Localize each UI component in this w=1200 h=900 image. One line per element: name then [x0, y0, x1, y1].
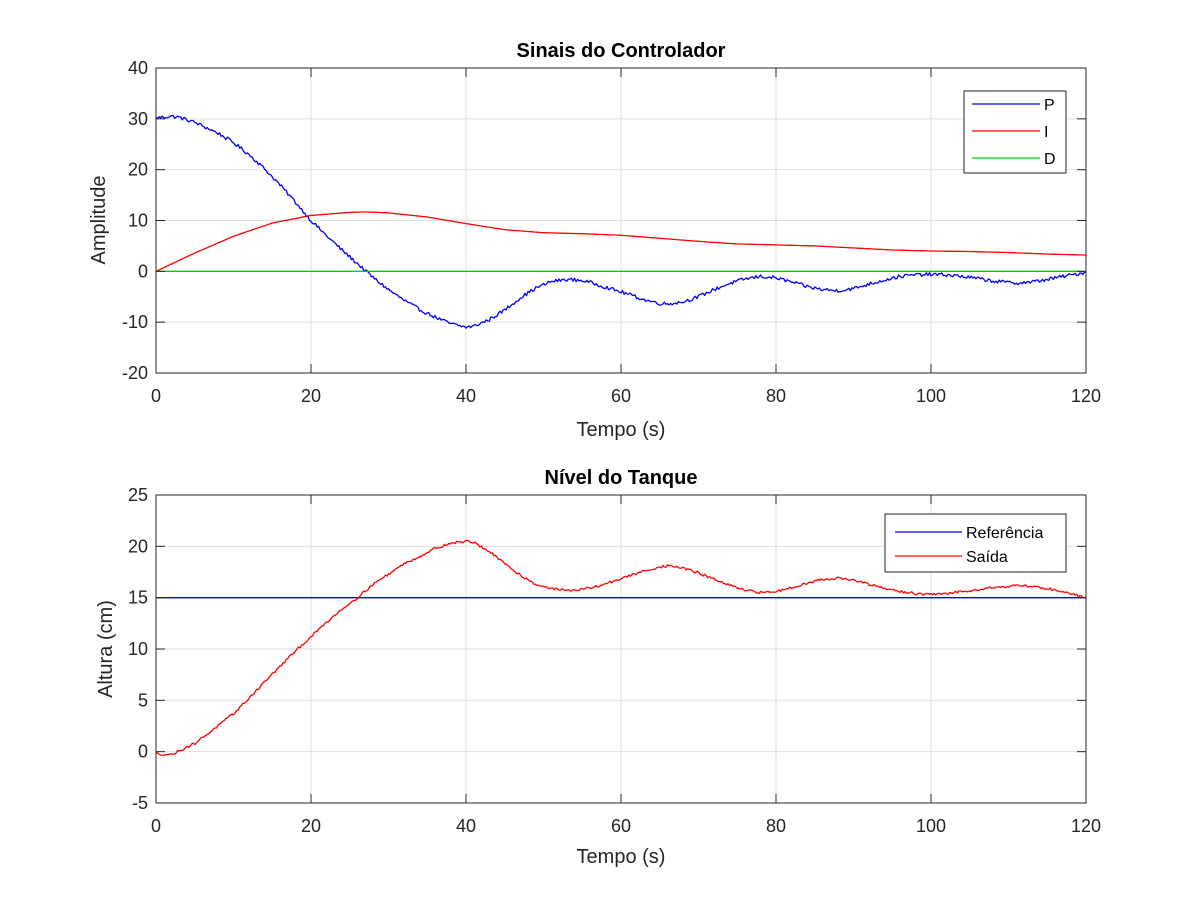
chart-title: Sinais do Controlador: [517, 40, 726, 62]
y-tick-label: 30: [128, 109, 148, 129]
y-tick-label: 15: [128, 588, 148, 608]
legend-label: D: [1044, 151, 1056, 168]
controller-signals-plot: 0 20 40 60 80 100 120 -20 -10 0 10 20 30 40 Sinais d…: [88, 40, 1101, 441]
legend: PID: [963, 90, 1067, 174]
y-tick-label: 40: [128, 58, 148, 78]
x-tick-label: 60: [611, 386, 631, 406]
series-line-1: [155, 114, 1087, 329]
y-tick-label: 5: [138, 690, 148, 710]
x-tick-label: 100: [916, 816, 946, 836]
series-lines: [155, 539, 1087, 757]
x-tick-label: 20: [301, 386, 321, 406]
x-tick-labels: 0 20 40 60 80 100 120: [151, 386, 1101, 406]
y-tick-label: 0: [138, 261, 148, 281]
x-tick-label: 40: [456, 386, 476, 406]
x-tick-label: 0: [151, 386, 161, 406]
y-tick-label: -20: [122, 363, 148, 383]
x-tick-label: 40: [456, 816, 476, 836]
legend: Referência Saída: [884, 513, 1067, 573]
chart-title: Nível do Tanque: [545, 467, 698, 489]
legend-box: [963, 90, 1067, 174]
x-tick-label: 0: [151, 816, 161, 836]
y-tick-label: 10: [128, 639, 148, 659]
y-tick-labels: -5 0 5 10 15 20 25: [128, 485, 148, 813]
series-lines: [155, 114, 1087, 329]
legend-label: P: [1044, 97, 1055, 114]
x-tick-label: 120: [1071, 386, 1101, 406]
y-tick-label: 20: [128, 160, 148, 180]
x-tick-label: 60: [611, 816, 631, 836]
y-axis-label: Amplitude: [88, 176, 110, 265]
y-tick-label: 25: [128, 485, 148, 505]
legend-label: Referência: [966, 525, 1043, 542]
ticks: [155, 67, 1087, 374]
y-tick-label: -5: [132, 793, 148, 813]
y-tick-label: 20: [128, 536, 148, 556]
x-axis-label: Tempo (s): [577, 419, 666, 441]
x-tick-label: 80: [766, 816, 786, 836]
x-tick-label: 20: [301, 816, 321, 836]
legend-box: [884, 513, 1067, 573]
x-tick-label: 100: [916, 386, 946, 406]
y-axis-label: Altura (cm): [95, 600, 117, 698]
ticks: [155, 494, 1087, 804]
legend-label: Saída: [966, 549, 1008, 566]
x-tick-label: 120: [1071, 816, 1101, 836]
x-tick-label: 80: [766, 386, 786, 406]
y-tick-labels: -20 -10 0 10 20 30 40: [122, 58, 148, 383]
x-axis-label: Tempo (s): [577, 846, 666, 868]
x-tick-labels: 0 20 40 60 80 100 120: [151, 816, 1101, 836]
y-tick-label: -10: [122, 312, 148, 332]
y-tick-label: 0: [138, 742, 148, 762]
y-tick-label: 10: [128, 211, 148, 231]
legend-label: I: [1044, 124, 1048, 141]
series-line-2: [155, 539, 1087, 757]
series-line-2: [155, 211, 1087, 272]
